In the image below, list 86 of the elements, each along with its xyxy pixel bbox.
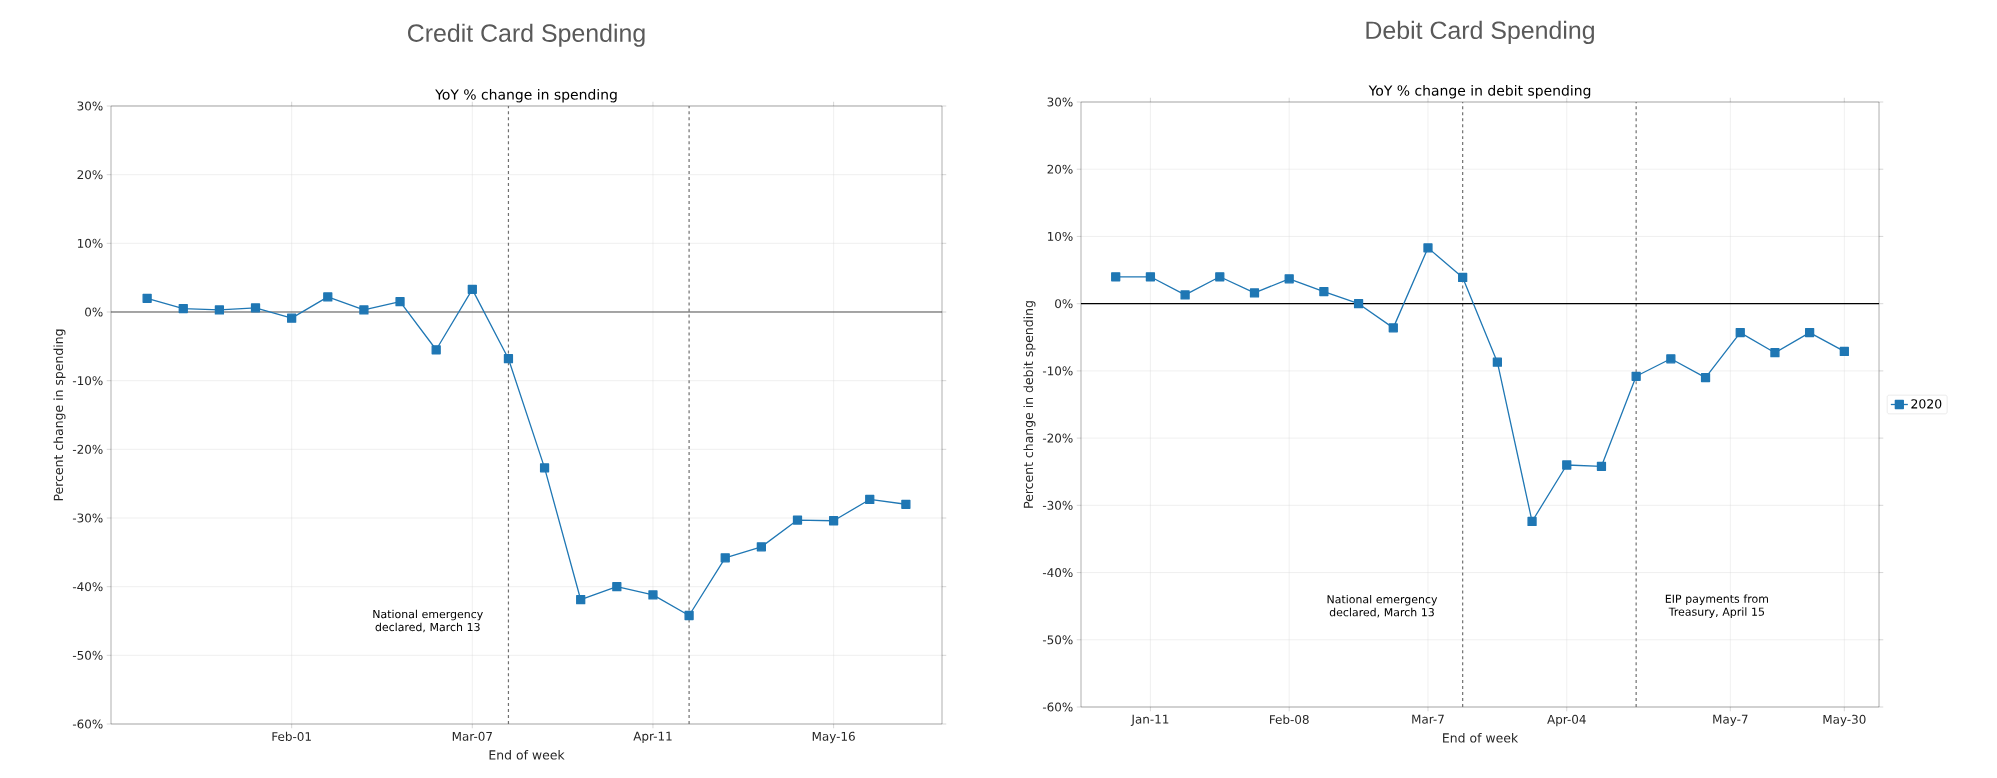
point: [792, 515, 803, 525]
ref-line-label: National emergency declared, March 13: [1327, 594, 1438, 618]
point: [287, 313, 297, 323]
point: [1180, 290, 1190, 300]
x-tick-label: May-30: [1823, 714, 1866, 727]
point: [178, 303, 188, 314]
x-tick-label: Jan-11: [1130, 714, 1169, 726]
y-tick-label: -10%: [1042, 366, 1073, 376]
point: [901, 499, 911, 509]
x-axis-title: End of week: [489, 749, 565, 760]
y-tick-label: -30%: [72, 513, 103, 523]
y-tick-label: 0%: [85, 307, 103, 317]
ref-line-label: National emergency declared, March 13: [373, 609, 483, 633]
point: [1527, 516, 1537, 527]
point: [1249, 288, 1260, 298]
y-axis-title: Percent change in spending: [53, 329, 66, 501]
y-axis-title: Percent change in debit spending: [1023, 301, 1036, 508]
point: [1284, 274, 1294, 284]
legend-label: 2020: [1911, 399, 1942, 409]
point: [250, 303, 261, 313]
point: [1492, 357, 1502, 367]
point: [1735, 327, 1745, 338]
point: [359, 305, 369, 315]
point: [576, 595, 586, 605]
point: [503, 354, 514, 364]
point: [1839, 346, 1849, 357]
y-tick-label: 20%: [77, 170, 103, 180]
x-axis-title: End of week: [1443, 732, 1519, 743]
point: [1458, 272, 1468, 283]
x-tick-label: Feb-01: [272, 731, 311, 742]
y-tick-label: -40%: [1042, 568, 1073, 578]
y-tick-label: -40%: [72, 582, 103, 592]
point: [1215, 272, 1225, 282]
y-tick-label: -20%: [72, 444, 103, 454]
x-tick-label: May-7: [1713, 714, 1748, 726]
y-tick-label: -20%: [1042, 433, 1073, 443]
point: [142, 293, 152, 303]
y-tick-label: -60%: [1042, 702, 1073, 712]
point: [539, 463, 550, 473]
x-tick-label: Mar-7: [1412, 714, 1444, 724]
y-tick-label: 20%: [1047, 164, 1073, 174]
point: [1666, 354, 1676, 364]
y-tick-label: -60%: [72, 719, 103, 729]
point: [1596, 461, 1607, 471]
x-tick-label: Apr-04: [1547, 714, 1586, 727]
point: [1388, 323, 1398, 333]
point: [756, 542, 766, 552]
point: [467, 284, 477, 294]
x-tick-label: Feb-08: [1270, 714, 1309, 725]
chart-title: Debit Card Spending: [1366, 20, 1594, 45]
chart-title: Credit Card Spending: [408, 23, 645, 47]
x-tick-label: Mar-07: [452, 731, 492, 741]
point: [1562, 460, 1572, 470]
chart-subtitle: YoY % change in spending: [435, 88, 617, 103]
y-tick-label: -10%: [72, 376, 103, 386]
ref-line-label: EIP payments from Treasury, April 15: [1665, 594, 1768, 618]
x-tick-label: May-16: [812, 731, 855, 744]
y-tick-label: 10%: [77, 238, 103, 248]
point: [1631, 371, 1641, 381]
point: [648, 590, 658, 600]
point: [323, 292, 333, 302]
x-tick-label: Apr-11: [633, 731, 672, 743]
y-tick-label: 30%: [77, 101, 103, 111]
y-tick-label: 0%: [1055, 299, 1073, 309]
chart-subtitle: YoY % change in debit spending: [1368, 84, 1591, 99]
point: [395, 297, 405, 307]
y-tick-label: -30%: [1042, 500, 1073, 510]
y-tick-label: -50%: [1042, 635, 1073, 645]
point: [1700, 372, 1711, 383]
point: [1804, 327, 1815, 338]
point: [828, 516, 839, 526]
point: [1423, 243, 1433, 253]
y-tick-label: 10%: [1047, 231, 1073, 241]
point: [684, 610, 694, 621]
point: [1770, 348, 1780, 358]
point: [612, 582, 622, 592]
point: [1111, 272, 1121, 282]
y-tick-label: 30%: [1047, 97, 1073, 107]
point: [214, 305, 225, 315]
y-tick-label: -50%: [72, 650, 103, 660]
point: [720, 553, 730, 563]
point: [865, 494, 875, 505]
point: [1353, 299, 1364, 309]
point: [1319, 286, 1329, 297]
point: [431, 345, 441, 355]
point: [1145, 272, 1156, 282]
